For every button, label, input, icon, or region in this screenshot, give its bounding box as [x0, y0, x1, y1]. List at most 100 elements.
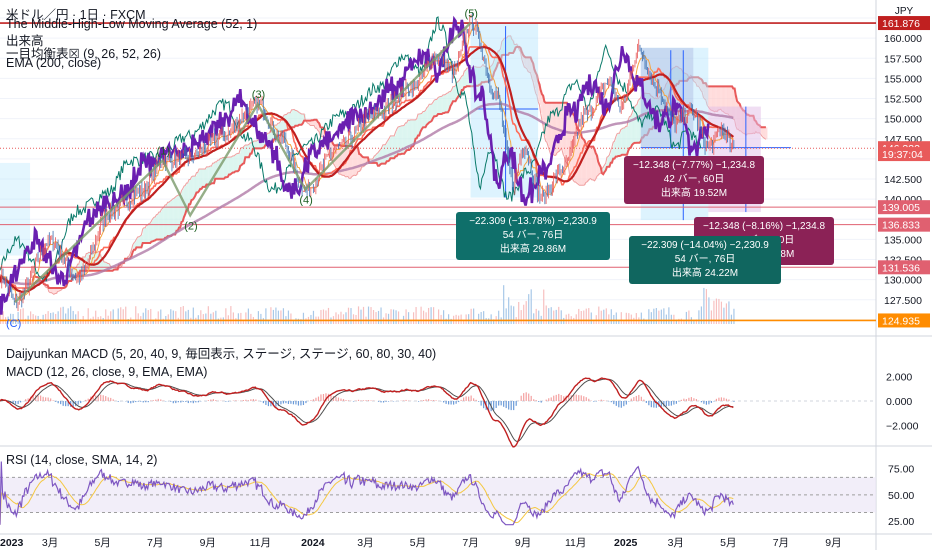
macd-histogram-bar [67, 401, 69, 407]
volume-bar [715, 298, 718, 324]
wave-label: (4) [299, 195, 312, 207]
macd-histogram-bar [332, 396, 335, 401]
volume-bar [407, 312, 410, 324]
cloud-slice [479, 67, 481, 85]
macd-histogram-bar [458, 401, 460, 403]
cloud-slice [55, 288, 57, 294]
cloud-slice [77, 264, 80, 276]
cloud-slice [281, 118, 284, 133]
volume-bar [435, 319, 437, 324]
cloud-slice [155, 216, 157, 241]
measure-box-b-line3: 出来高 19.52M [660, 188, 728, 199]
macd-histogram-bar [325, 393, 327, 401]
cloud-slice [91, 253, 94, 271]
cloud-slice [503, 40, 505, 55]
macd-histogram-bar [132, 401, 134, 403]
cloud-slice [576, 126, 579, 184]
macd-histogram-bar [20, 401, 22, 403]
cloud-slice [693, 77, 695, 81]
cloud-slice [167, 202, 170, 237]
macd-histogram-bar [155, 399, 157, 401]
volume-bar [45, 313, 47, 324]
volume-bar [608, 314, 610, 324]
volume-bar [62, 306, 64, 324]
cloud-slice [186, 182, 189, 210]
measure-box-a[interactable]: −22.309 (−13.78%) −2,230.9 54 バー, 76日 出来… [456, 212, 610, 260]
volume-bar [127, 318, 129, 324]
macd-histogram-bar [488, 401, 490, 411]
cloud-slice [392, 135, 395, 159]
legend-daijyunkan-macd[interactable]: Daijyunkan MACD (5, 20, 40, 9, 毎回表示, ステー… [6, 347, 437, 361]
cloud-slice [80, 259, 82, 271]
volume-bar [25, 318, 27, 324]
volume-bar [255, 319, 257, 324]
macd-histogram-bar [252, 399, 254, 401]
macd-histogram-bar [150, 400, 152, 401]
cloud-slice [490, 66, 493, 81]
cloud-slice [349, 146, 351, 179]
legend-mhl-ma[interactable]: The Middle-High-Low Moving Average (52, … [6, 17, 258, 31]
cloud-slice [187, 182, 190, 210]
senkou-span-b [31, 45, 766, 289]
volume-bar [142, 312, 144, 324]
cloud-slice [222, 157, 225, 179]
price-tag-bg [878, 217, 930, 232]
volume-bar [513, 306, 515, 324]
macd-histogram-bar [505, 401, 507, 409]
volume-bar [568, 313, 570, 324]
legend-symbol[interactable]: 米ドル／円 · 1日 · FXCM [6, 8, 146, 22]
cloud-slice [434, 100, 436, 117]
cloud-slice [559, 102, 562, 152]
macd-histogram-bar [665, 401, 667, 407]
volume-bar [182, 306, 184, 324]
time-tick-label: 5月 [410, 537, 426, 549]
volume-bar [10, 313, 12, 324]
cloud-slice [352, 147, 355, 176]
legend-ema[interactable]: EMA (200, close) [6, 56, 102, 70]
cloud-slice [170, 201, 172, 236]
measure-box-b[interactable]: −12.348 (−7.77%) −1,234.8 42 バー, 60日 出来高… [624, 156, 764, 204]
cloud-slice [195, 176, 197, 196]
price-tick-label: 160.000 [884, 33, 922, 45]
macd-histogram-bar [628, 401, 630, 402]
cloud-slice [412, 119, 415, 147]
macd-histogram-bar [420, 400, 422, 401]
macd-histogram-bar [550, 397, 552, 401]
macd-histogram-bar [723, 397, 725, 401]
legend-macd[interactable]: MACD (12, 26, close, 9, EMA, EMA) [6, 365, 208, 379]
macd-histogram-bar [110, 397, 112, 401]
volume-bar [150, 308, 152, 324]
cloud-slice [624, 127, 627, 155]
time-tick-label: 7月 [147, 537, 163, 549]
cloud-slice [75, 268, 77, 278]
macd-histogram-bar [52, 400, 54, 401]
cloud-slice [208, 166, 211, 185]
volume-bar [693, 319, 695, 324]
volume-bar [528, 294, 530, 324]
cloud-slice [430, 104, 433, 122]
volume-bar [503, 285, 505, 324]
macd-histogram-bar [47, 397, 49, 401]
cloud-slice [643, 93, 645, 138]
cloud-slice [638, 100, 640, 143]
macd-histogram-bar [545, 399, 547, 401]
volume-bar [355, 314, 357, 324]
cloud-slice [672, 69, 674, 90]
cloud-slice [603, 167, 605, 175]
cloud-slice [81, 258, 83, 271]
measure-box-d[interactable]: −22.309 (−14.04%) −2,230.9 54 バー, 76日 出来… [629, 236, 781, 284]
legend-rsi[interactable]: RSI (14, close, SMA, 14, 2) [6, 453, 158, 467]
cloud-slice [550, 102, 553, 155]
cloud-slice [640, 97, 643, 142]
cloud-slice [422, 111, 425, 128]
macd-histogram-bar [728, 399, 730, 401]
volume-bar [427, 307, 430, 324]
macd-histogram-bar [500, 401, 502, 406]
macd-histogram-bar [453, 401, 455, 405]
cloud-slice [709, 86, 712, 109]
cloud-slice [347, 146, 350, 177]
legend-ichimoku[interactable]: 一目均衡表☒ (9, 26, 52, 26) [6, 47, 162, 61]
legend-volume[interactable]: 出来高 [6, 34, 44, 48]
axes: JPY 160.000 157.500 155.000 152.500 150.000 14… [0, 6, 930, 549]
